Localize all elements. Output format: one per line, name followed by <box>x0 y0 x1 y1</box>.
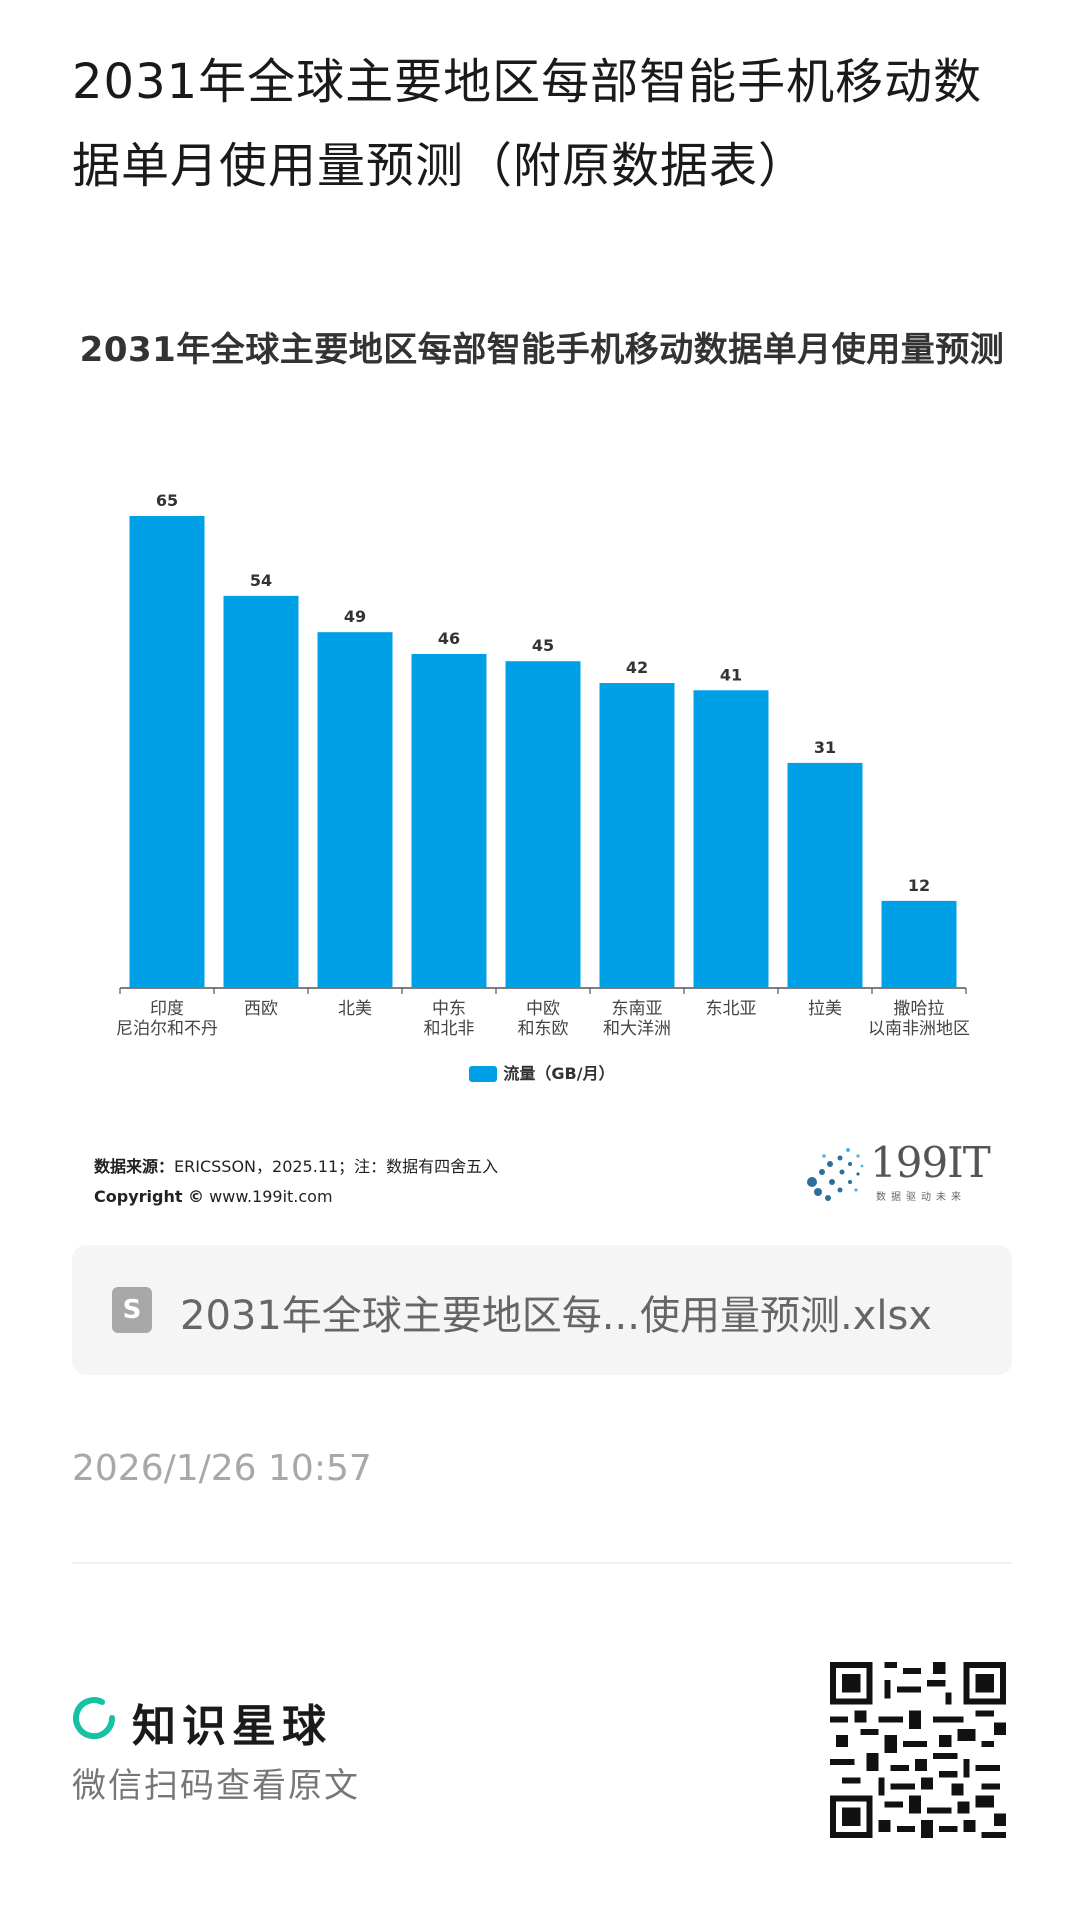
legend-label: 流量（GB/月） <box>503 1064 615 1083</box>
logo-slogan: 数据驱动未来 <box>876 1192 966 1203</box>
x-tick-label: 西欧 <box>244 999 278 1019</box>
bar <box>881 900 957 988</box>
spreadsheet-icon: S <box>112 1287 152 1333</box>
qr-code[interactable] <box>830 1662 1006 1838</box>
logo-text: 199IT <box>870 1138 991 1187</box>
legend-swatch <box>469 1066 498 1082</box>
bar-value-label: 54 <box>250 571 272 590</box>
bar-value-label: 45 <box>532 636 554 655</box>
timestamp: 2026/1/26 10:57 <box>72 1448 372 1489</box>
page-title: 2031年全球主要地区每部智能手机移动数据单月使用量预测（附原数据表） <box>72 54 983 194</box>
bar-chart: 65 印度尼泊尔和不丹 54 西欧 49 北美 46 中东和北非 45 中欧和东欧 42 东南亚和大洋… <box>116 491 970 1039</box>
source-label: 数据来源： <box>94 1157 175 1176</box>
x-tick-label: 中欧和东欧 <box>518 999 569 1039</box>
x-tick-label: 拉美 <box>808 999 842 1019</box>
bar <box>693 690 769 988</box>
bar <box>599 683 675 988</box>
bar-value-label: 12 <box>908 876 930 895</box>
x-tick-label: 北美 <box>338 999 372 1019</box>
copyright-label: Copyright © <box>94 1187 205 1206</box>
chart-title: 2031年全球主要地区每部智能手机移动数据单月使用量预测 <box>79 330 1005 370</box>
x-tick-label: 中东和北非 <box>424 999 475 1039</box>
x-tick-label: 撒哈拉以南非洲地区 <box>868 999 970 1039</box>
bar-value-label: 65 <box>156 491 178 510</box>
x-tick-label: 东南亚和大洋洲 <box>603 999 671 1039</box>
brand-name: 知识星球 <box>132 1701 332 1752</box>
dots-logo-icon <box>807 1148 864 1201</box>
bar-value-label: 46 <box>438 629 460 648</box>
bar <box>223 595 299 988</box>
source-text: ERICSSON，2025.11；注：数据有四舍五入 <box>174 1157 499 1176</box>
bar <box>411 653 487 988</box>
logo-199it: 199IT 数据驱动未来 <box>804 1138 994 1208</box>
copyright-url: www.199it.com <box>209 1187 333 1206</box>
bar-value-label: 31 <box>814 738 836 757</box>
scan-hint: 微信扫码查看原文 <box>72 1766 360 1806</box>
bar <box>505 661 581 988</box>
x-tick-label: 东北亚 <box>706 999 757 1019</box>
chart-legend: 流量（GB/月） <box>72 1060 1012 1084</box>
bar <box>129 516 205 988</box>
source-note: 数据来源：ERICSSON，2025.11；注：数据有四舍五入 Copyrigh… <box>94 1152 498 1212</box>
bar-value-label: 49 <box>344 607 366 626</box>
bar <box>787 762 863 988</box>
bar-value-label: 42 <box>626 658 648 677</box>
divider <box>72 1562 1012 1564</box>
bar <box>317 632 393 988</box>
attachment-file-card[interactable]: S 2031年全球主要地区每...使用量预测.xlsx <box>72 1245 1012 1375</box>
planet-ring-icon <box>73 1697 116 1740</box>
file-name: 2031年全球主要地区每...使用量预测.xlsx <box>180 1293 932 1339</box>
bar-value-label: 41 <box>720 665 742 684</box>
chart-card: 2031年全球主要地区每部智能手机移动数据单月使用量预测 65 印度尼泊尔和不丹 5… <box>72 300 1012 1260</box>
x-tick-label: 印度尼泊尔和不丹 <box>116 999 218 1039</box>
